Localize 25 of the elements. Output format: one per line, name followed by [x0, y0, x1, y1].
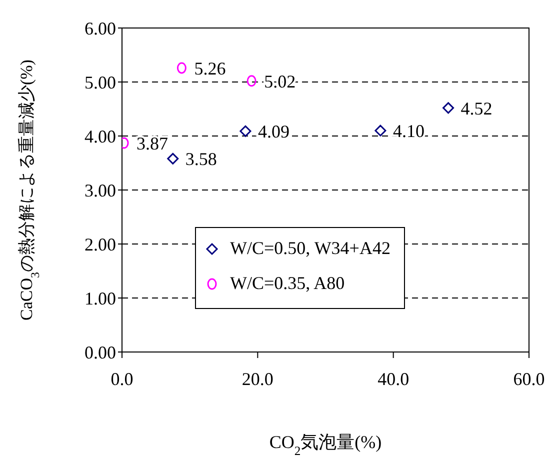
x-tick-label: 60.0	[513, 368, 545, 389]
data-label: 4.52	[460, 98, 492, 118]
y-tick-label: 1.00	[84, 288, 116, 308]
x-tick-label: 0.0	[110, 368, 134, 389]
data-label: 3.87	[136, 133, 168, 154]
y-tick-label: 6.00	[84, 18, 116, 38]
x-tick-label: 20.0	[242, 368, 274, 389]
y-tick-label: 3.00	[84, 180, 116, 200]
x-tick-label: 40.0	[378, 368, 410, 389]
y-tick-label: 0.00	[84, 342, 116, 362]
data-label: 4.09	[258, 122, 290, 142]
point	[246, 75, 256, 87]
y-tick-label: 5.00	[84, 72, 116, 92]
legend-label: W/C=0.50, W34+A42	[230, 238, 390, 259]
point	[442, 102, 454, 114]
point	[176, 62, 186, 74]
data-label: 3.58	[185, 149, 217, 170]
y-tick-label: 4.00	[84, 126, 116, 146]
point	[167, 152, 179, 164]
legend-label: W/C=0.35, A80	[230, 273, 345, 294]
y-tick-label: 2.00	[84, 234, 116, 254]
x-axis-title: CO$_{2}$気泡量(%)	[269, 432, 382, 458]
point	[374, 124, 386, 136]
point	[240, 125, 252, 137]
data-label: 5.26	[194, 58, 226, 78]
